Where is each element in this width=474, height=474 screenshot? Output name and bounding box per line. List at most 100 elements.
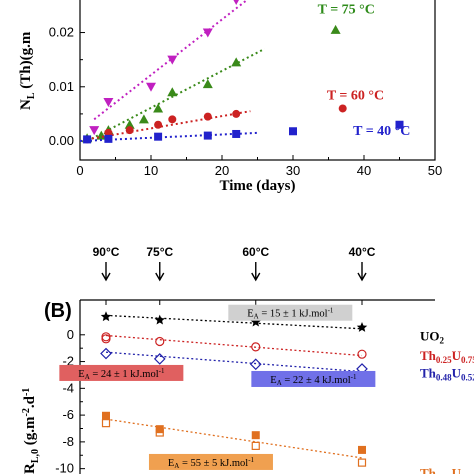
series-label-part: 2 — [440, 335, 445, 345]
panel-a-point-s3 — [203, 131, 212, 140]
panel-a-point-s0 — [233, 0, 239, 5]
series-label-part: UO — [420, 328, 440, 343]
panel-a-y-tick-label: 0.01 — [49, 79, 74, 94]
panel-b-temp-arrowhead-3 — [357, 272, 367, 282]
panel-a-point-s0 — [202, 28, 213, 38]
panel-a-point-s0 — [103, 97, 114, 107]
panel-a-x-tick-label: 30 — [286, 163, 300, 178]
series-label-part: 0.84 — [436, 473, 452, 474]
panel-a-annotation-0: T = 75 °C — [318, 3, 375, 18]
panel-b-temp-arrowhead-2 — [251, 272, 261, 282]
panel-a-x-axis-title: Time (days) — [220, 178, 296, 194]
panel-a-point-s3 — [104, 134, 113, 143]
panel-b-point-s0 — [250, 316, 261, 327]
series-label-part: U — [452, 466, 462, 474]
panel-a-point-s1 — [231, 57, 242, 67]
panel-a-point-s0 — [89, 126, 100, 136]
panel-b-ea-box-2 — [251, 370, 376, 387]
panel-b-series-label-1: Th0.25U0.75O2 — [420, 348, 474, 365]
panel-a-point-s1 — [124, 119, 135, 129]
panel-a-annotation-1: T = 60 °C — [327, 88, 384, 103]
series-label-part: U — [452, 348, 462, 363]
panel-b-point-s1 — [251, 342, 261, 352]
panel-b-y-tick-label: -4 — [62, 380, 74, 395]
panel-a-point-s2 — [232, 109, 241, 118]
panel-b-fit-line-1 — [105, 334, 363, 357]
panel-b-point-s0 — [356, 321, 368, 332]
panel-b-ea-text-2: EA = 22 ± 4 kJ.mol-1 — [270, 373, 357, 387]
panel-b-ea-box-1 — [59, 364, 184, 381]
panel-a-fit-line-0 — [93, 0, 249, 121]
panel-a-point-s1 — [167, 87, 178, 97]
panel-b-ea-text-0: EA = 15 ± 1 kJ.mol-1 — [247, 307, 334, 321]
panel-a-point-s3 — [395, 120, 404, 129]
series-label-part: Th — [420, 365, 437, 380]
panel-b-y-axis-title: RL,0 (g.m-2.d-1 — [21, 388, 41, 474]
panel-b-point-s1 — [101, 334, 111, 344]
panel-a-point-s3 — [83, 135, 92, 144]
panel-b-point-s3 — [251, 441, 260, 450]
panel-b-series-label-3: Th0.84U0.16O2 — [420, 466, 474, 474]
panel-a-point-s1 — [138, 114, 149, 124]
panel-b-temp-arrowhead-0 — [101, 272, 111, 282]
panel-b-label: (B) — [44, 300, 72, 322]
panel-b-temp-label-1: 75°C — [146, 245, 173, 259]
panel-a-point-s2 — [154, 120, 163, 129]
panel-a-point-s1 — [330, 24, 341, 34]
panel-a-annotation-2: T = 40 °C — [353, 124, 410, 139]
panel-a-point-s1 — [153, 103, 164, 113]
panel-b-point-s3 — [357, 458, 367, 467]
panel-a-x-tick-label: 20 — [215, 163, 229, 178]
panel-a-point-s0 — [146, 82, 156, 92]
panel-a-point-s1 — [202, 79, 213, 89]
panel-b-point-s0 — [100, 311, 112, 322]
panel-b-series-label-2: Th0.48U0.52O2 — [420, 365, 474, 382]
panel-b-y-tick-label: -2 — [62, 354, 74, 369]
panel-b-point-s1 — [155, 336, 165, 347]
panel-b-temp-label-2: 60°C — [242, 245, 269, 259]
panel-a-point-s2 — [203, 112, 212, 121]
panel-b-point-s2 — [100, 347, 112, 360]
panel-a-y-tick-label: 0.00 — [49, 133, 74, 148]
series-label-part: 0.52 — [461, 372, 474, 382]
series-label-part: Th — [420, 466, 437, 474]
panel-a-point-s2 — [338, 104, 347, 113]
series-label-part: 0.25 — [436, 355, 452, 365]
panel-b-point-s3 — [251, 431, 260, 440]
panel-b-ea-box-0 — [228, 304, 353, 321]
panel-a-x-tick-label: 50 — [428, 163, 442, 178]
panel-b-fit-line-3 — [105, 418, 363, 459]
panel-a-point-s3 — [154, 132, 163, 141]
panel-a-x-tick-label: 40 — [357, 163, 371, 178]
panel-b-temp-label-0: 90°C — [93, 245, 120, 259]
panel-a-y-tick-label: 0.02 — [49, 25, 74, 40]
panel-a-point-s2 — [168, 115, 177, 124]
panel-b-ea-box-3 — [148, 453, 273, 470]
panel-a-point-s2 — [125, 126, 134, 135]
panel-b-point-s3 — [358, 445, 366, 454]
panel-b-point-s0 — [154, 314, 165, 325]
series-label-part: 0.16 — [461, 473, 474, 474]
panel-b-point-s3 — [102, 411, 110, 420]
series-label-part: Th — [420, 348, 437, 363]
panel-a-point-s0 — [167, 55, 178, 65]
panel-b-y-tick-label: -8 — [62, 434, 74, 449]
panel-b-y-tick-label: -10 — [55, 461, 74, 474]
panel-b-temp-label-3: 40°C — [349, 245, 376, 259]
series-label-part: 0.48 — [436, 372, 452, 382]
panel-b-point-s2 — [153, 353, 166, 365]
panel-a-point-s3 — [232, 129, 241, 138]
panel-b-ea-text-1: EA = 24 ± 1 kJ.mol-1 — [78, 367, 165, 381]
series-label-part: U — [452, 365, 462, 380]
panel-a-x-tick-label: 10 — [144, 163, 158, 178]
panel-b-y-tick-label: -6 — [62, 407, 74, 422]
panel-b-point-s1 — [357, 349, 367, 359]
panel-b-point-s2 — [249, 358, 262, 371]
panel-b-point-s3 — [155, 428, 164, 437]
panel-b-ea-text-3: EA = 55 ± 5 kJ.mol-1 — [168, 456, 255, 470]
panel-a-y-axis-title: NL (Th)(g.m — [18, 31, 37, 110]
panel-b-y-tick-label: 0 — [67, 327, 74, 342]
panel-b-series-label-0: UO2 — [420, 328, 445, 345]
panel-b-temp-arrowhead-1 — [155, 272, 165, 282]
